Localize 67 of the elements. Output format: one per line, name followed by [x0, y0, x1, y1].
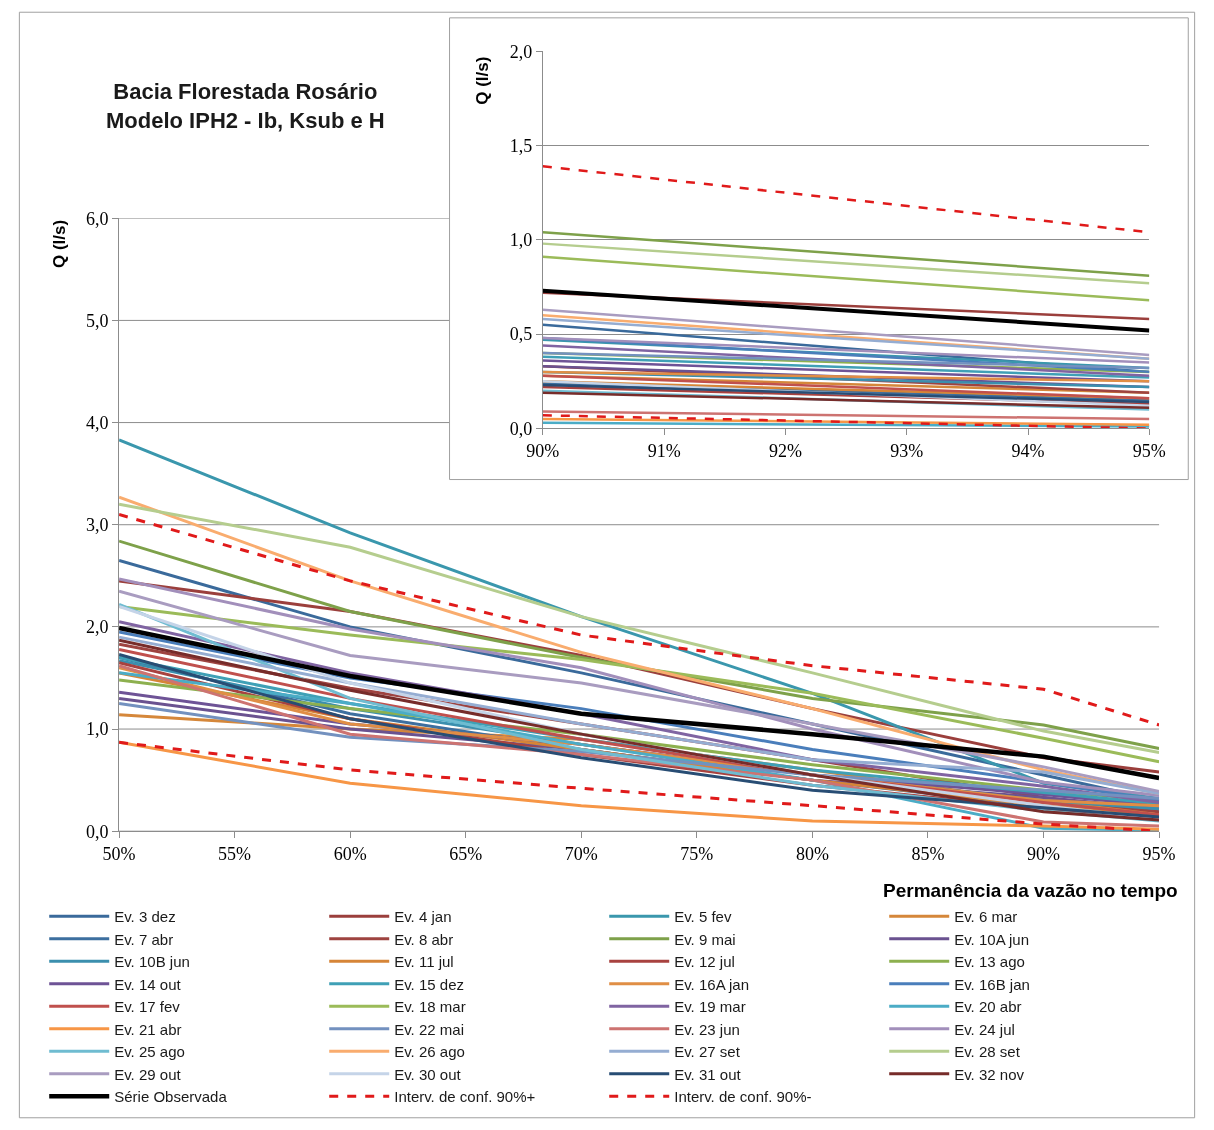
legend-label: Ev. 7 abr: [114, 930, 174, 948]
y-tick-label: 6,0: [85, 208, 109, 229]
legend-label: Ev. 5 fev: [674, 908, 732, 926]
legend-label: Ev. 10B jun: [114, 953, 190, 971]
y-tick-label: 0,0: [509, 418, 533, 439]
x-tick-label: 93%: [890, 441, 924, 462]
y-axis-title: Q (l/s): [49, 219, 69, 269]
x-tick-label: 70%: [564, 843, 598, 864]
legend-label: Ev. 30 out: [394, 1065, 462, 1083]
legend-label: Ev. 10A jun: [954, 930, 1029, 948]
y-tick-label: 1,5: [509, 135, 533, 156]
legend-label: Série Observada: [114, 1088, 228, 1106]
x-tick-label: 80%: [795, 843, 829, 864]
legend-label: Ev. 8 abr: [394, 930, 454, 948]
legend-label: Ev. 27 set: [674, 1043, 741, 1061]
legend-label: Ev. 29 out: [114, 1065, 182, 1083]
legend-label: Ev. 15 dez: [394, 975, 464, 993]
legend-label: Ev. 12 jul: [674, 953, 735, 971]
x-tick-label: 65%: [449, 843, 483, 864]
y-tick-label: 0,5: [509, 324, 533, 345]
y-tick-label: 2,0: [85, 617, 109, 638]
y-tick-label: 1,0: [509, 230, 533, 251]
legend-label: Ev. 22 mai: [394, 1020, 464, 1038]
legend-label: Ev. 16B jan: [954, 975, 1030, 993]
legend-label: Ev. 23 jun: [674, 1020, 740, 1038]
legend-label: Ev. 11 jul: [394, 953, 454, 971]
x-tick-label: 95%: [1132, 441, 1166, 462]
legend-label: Ev. 28 set: [954, 1043, 1021, 1061]
legend-label: Ev. 25 ago: [114, 1043, 185, 1061]
legend-label: Ev. 26 ago: [394, 1043, 465, 1061]
legend-label: Interv. de conf. 90%-: [674, 1088, 812, 1106]
legend-label: Ev. 13 ago: [954, 953, 1025, 971]
y-tick-label: 2,0: [509, 41, 533, 62]
y-tick-label: 0,0: [85, 821, 109, 842]
x-tick-label: 85%: [911, 843, 945, 864]
x-tick-label: 90%: [1027, 843, 1061, 864]
x-axis-title: Permanência da vazão no tempo: [883, 880, 1178, 901]
y-axis-title: Q (l/s): [473, 56, 493, 105]
legend-label: Ev. 14 out: [114, 975, 182, 993]
legend-label: Ev. 24 jul: [954, 1020, 1015, 1038]
legend-label: Ev. 31 out: [674, 1065, 742, 1083]
legend-label: Interv. de conf. 90%+: [394, 1088, 536, 1106]
x-tick-label: 60%: [333, 843, 367, 864]
legend-label: Ev. 6 mar: [954, 908, 1018, 926]
legend-label: Ev. 20 abr: [954, 998, 1022, 1016]
y-tick-label: 3,0: [85, 515, 109, 536]
legend-label: Ev. 18 mar: [394, 998, 466, 1016]
x-tick-label: 50%: [102, 843, 136, 864]
chart-title: Bacia Florestada Rosário Modelo IPH2 - Ib, Ksub e H: [106, 79, 385, 133]
legend-label: Ev. 21 abr: [114, 1020, 182, 1038]
legend-label: Ev. 4 jan: [394, 908, 452, 926]
legend-label: Ev. 16A jan: [674, 975, 749, 993]
legend-label: Ev. 3 dez: [114, 908, 176, 926]
legend-label: Ev. 19 mar: [674, 998, 746, 1016]
legend-label: Ev. 17 fev: [114, 998, 181, 1016]
x-tick-label: 55%: [218, 843, 252, 864]
legend-label: Ev. 9 mai: [674, 930, 736, 948]
y-tick-label: 4,0: [85, 412, 109, 433]
legend-label: Ev. 32 nov: [954, 1065, 1025, 1083]
x-tick-label: 95%: [1142, 843, 1176, 864]
x-tick-label: 92%: [768, 441, 802, 462]
y-tick-label: 1,0: [85, 719, 109, 740]
y-tick-label: 5,0: [85, 310, 109, 331]
x-tick-label: 91%: [647, 441, 681, 462]
x-tick-label: 75%: [680, 843, 714, 864]
x-tick-label: 90%: [526, 441, 560, 462]
x-tick-label: 94%: [1011, 441, 1045, 462]
